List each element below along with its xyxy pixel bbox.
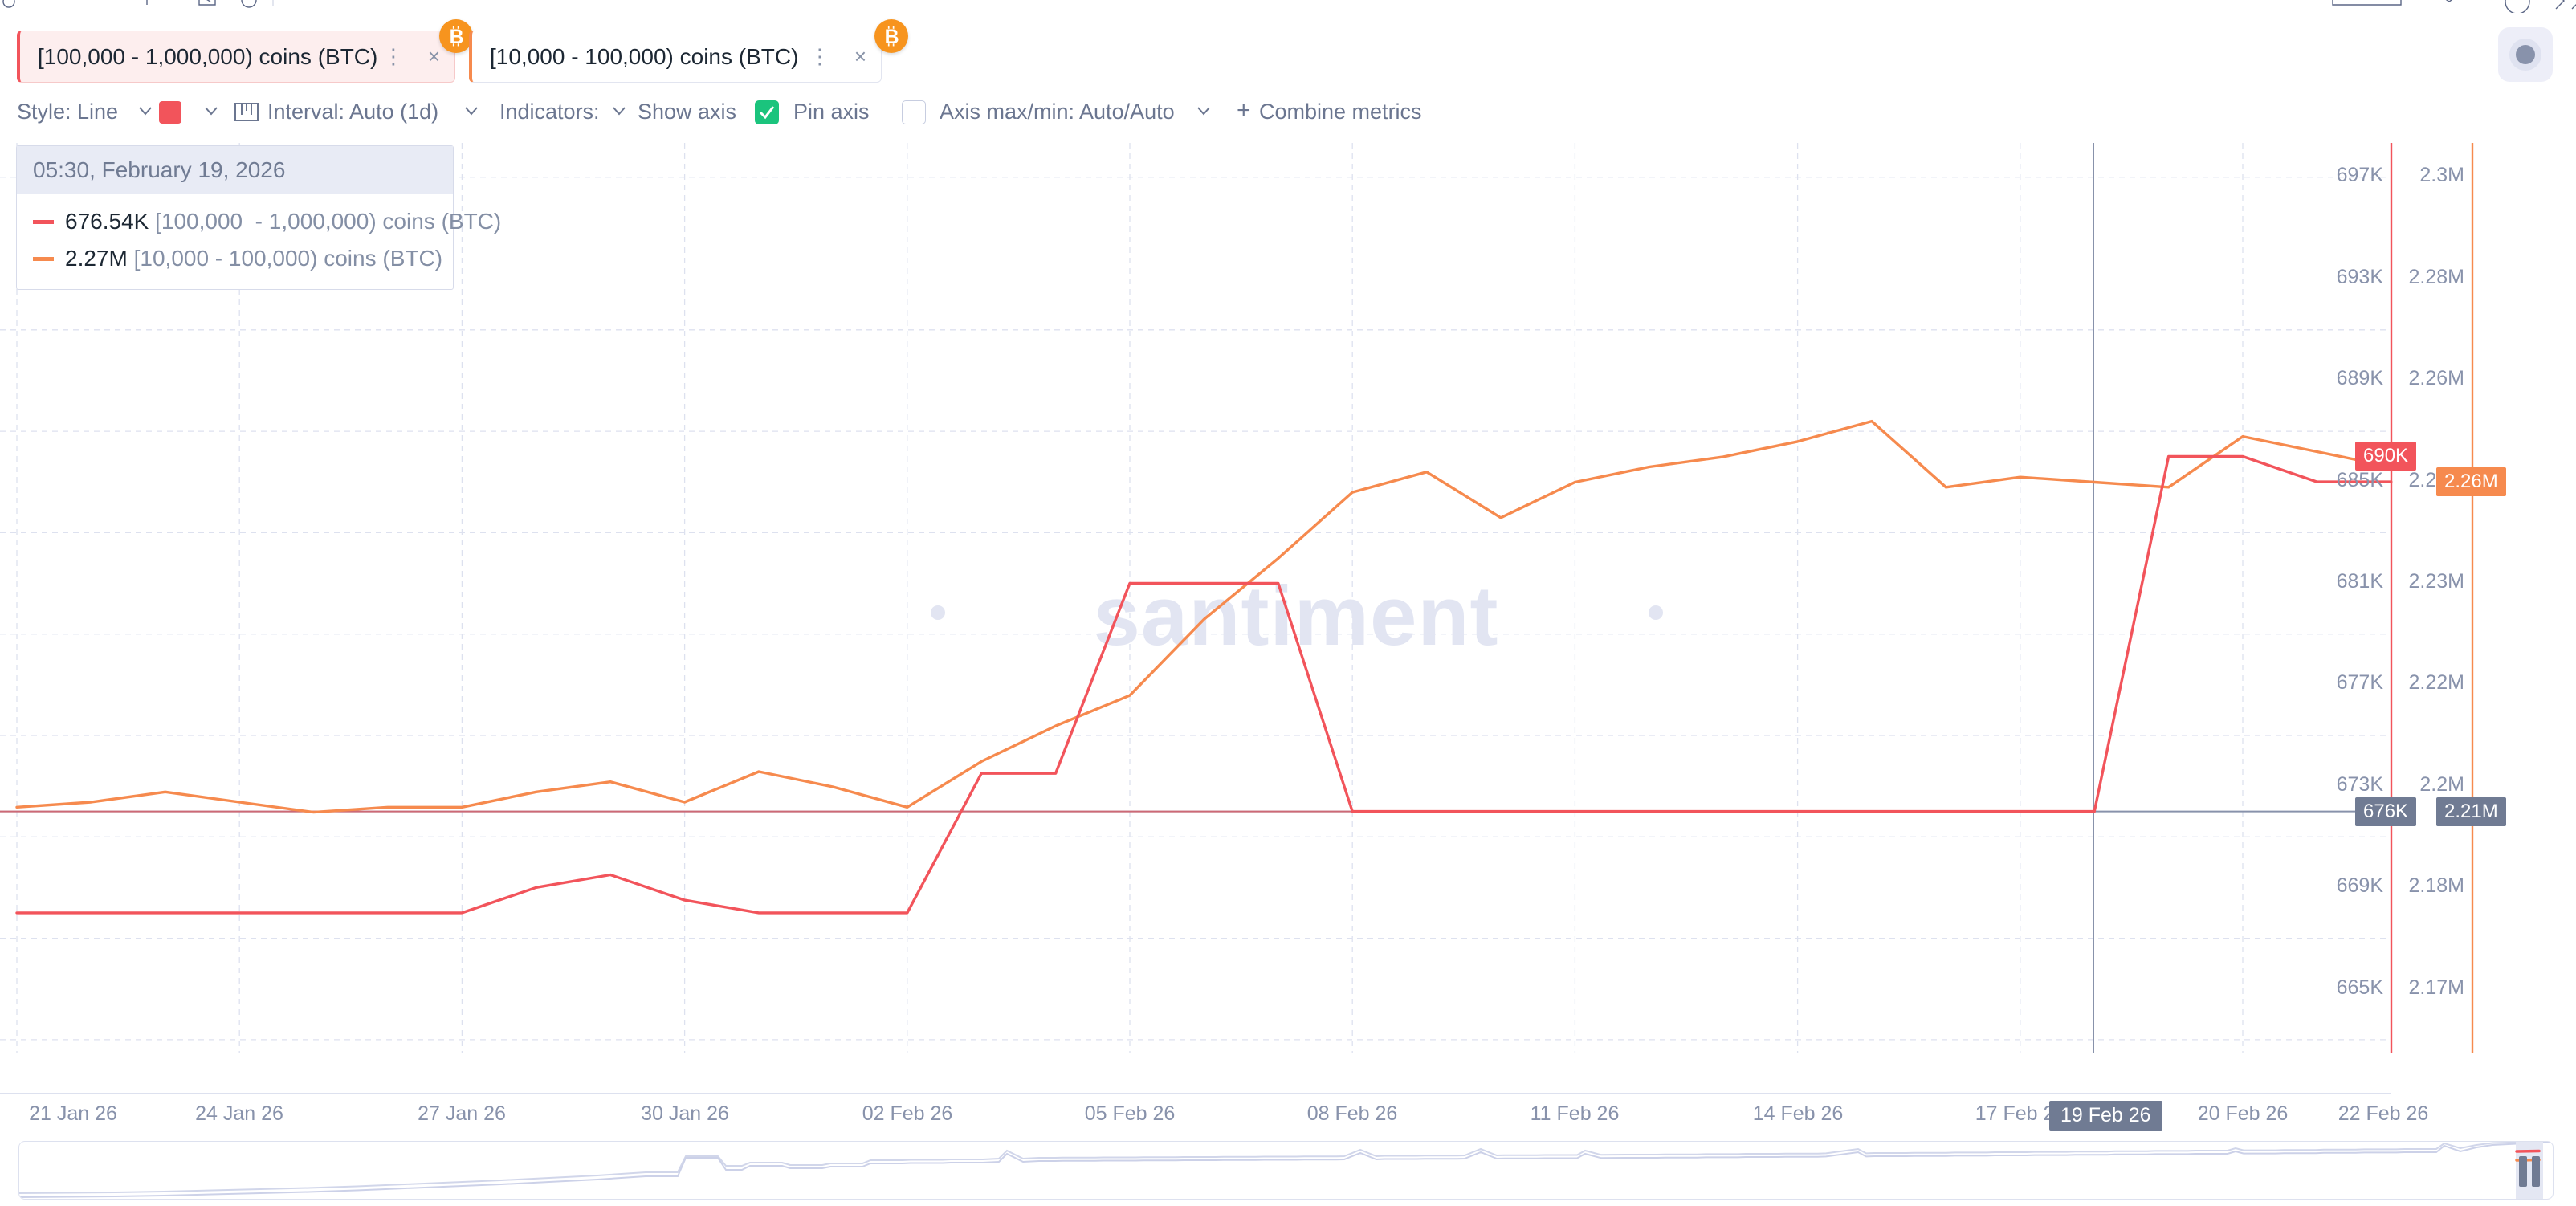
svg-text:665K: 665K bbox=[2337, 976, 2384, 999]
svg-text:697K: 697K bbox=[2337, 164, 2384, 186]
svg-text:2.2M: 2.2M bbox=[2419, 773, 2464, 796]
svg-text:693K: 693K bbox=[2337, 266, 2384, 288]
svg-text:689K: 689K bbox=[2337, 367, 2384, 389]
svg-text:685K: 685K bbox=[2337, 469, 2384, 491]
svg-text:669K: 669K bbox=[2337, 874, 2384, 897]
svg-text:673K: 673K bbox=[2337, 773, 2384, 796]
svg-text:677K: 677K bbox=[2337, 671, 2384, 694]
svg-text:2.3M: 2.3M bbox=[2419, 164, 2464, 186]
svg-text:2.28M: 2.28M bbox=[2409, 266, 2464, 288]
svg-text:2.22M: 2.22M bbox=[2409, 671, 2464, 694]
svg-text:2.26M: 2.26M bbox=[2409, 367, 2464, 389]
svg-text:2.17M: 2.17M bbox=[2409, 976, 2464, 999]
svg-text:B: B bbox=[450, 26, 464, 48]
svg-text:681K: 681K bbox=[2337, 570, 2384, 593]
svg-text:2.23M: 2.23M bbox=[2409, 570, 2464, 593]
svg-text:B: B bbox=[885, 26, 899, 48]
svg-text:2.18M: 2.18M bbox=[2409, 874, 2464, 897]
